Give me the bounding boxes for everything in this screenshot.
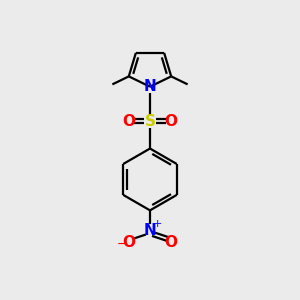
Text: +: + <box>153 220 162 230</box>
Text: O: O <box>122 114 135 129</box>
Text: O: O <box>165 235 178 250</box>
Text: S: S <box>145 114 155 129</box>
Text: −: − <box>116 238 127 251</box>
Text: O: O <box>122 235 135 250</box>
Text: N: N <box>144 223 156 238</box>
Text: N: N <box>144 79 156 94</box>
Text: O: O <box>165 114 178 129</box>
